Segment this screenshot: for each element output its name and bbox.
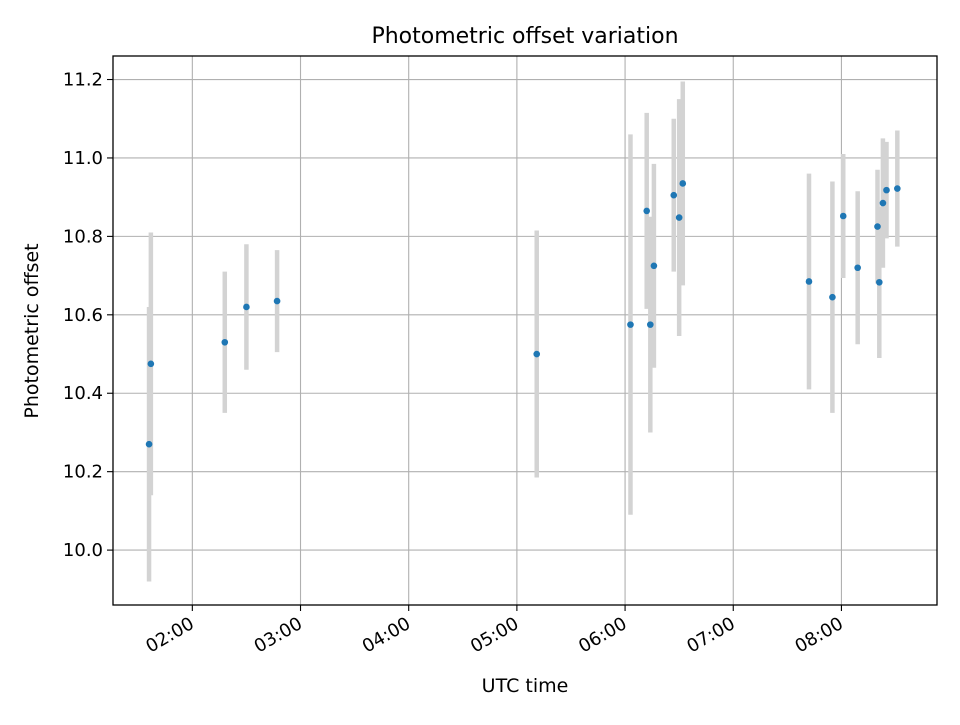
y-tick-label: 10.6 xyxy=(63,305,103,326)
data-point xyxy=(874,223,881,230)
data-point xyxy=(805,278,813,285)
y-tick-label: 10.4 xyxy=(63,383,103,404)
data-point xyxy=(145,440,153,448)
y-axis-label: Photometric offset xyxy=(21,243,43,418)
data-point xyxy=(829,293,836,301)
data-point xyxy=(243,303,250,311)
y-tick-label: 11.0 xyxy=(63,148,103,169)
data-point xyxy=(876,278,883,286)
data-point xyxy=(679,180,687,187)
data-point xyxy=(273,297,281,305)
y-tick-label: 11.2 xyxy=(63,70,103,91)
marker-layer xyxy=(145,180,901,448)
data-point xyxy=(854,264,861,272)
x-axis-label: UTC time xyxy=(482,675,569,697)
data-point xyxy=(643,207,651,215)
grid-layer xyxy=(113,56,937,605)
data-point xyxy=(221,338,229,346)
data-point xyxy=(147,360,155,368)
y-tick-label: 10.0 xyxy=(63,540,103,561)
data-point xyxy=(883,186,890,194)
data-point xyxy=(670,191,678,199)
data-point xyxy=(533,350,541,358)
data-point xyxy=(675,214,683,221)
chart-title: Photometric offset variation xyxy=(371,24,678,49)
data-point xyxy=(879,199,887,207)
data-point xyxy=(839,212,847,220)
data-point xyxy=(647,321,654,328)
data-point xyxy=(627,321,634,328)
y-tick-label: 10.8 xyxy=(63,226,103,247)
data-point xyxy=(894,185,901,192)
plot-frame xyxy=(112,55,938,606)
data-point xyxy=(650,262,658,270)
y-tick-label: 10.2 xyxy=(63,462,103,483)
